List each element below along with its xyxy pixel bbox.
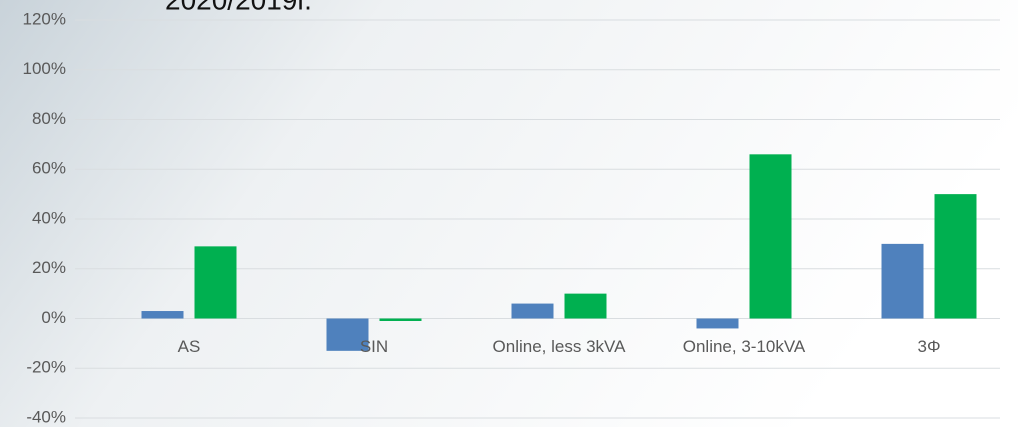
x-tick-label: 3Φ — [917, 337, 940, 356]
bar — [511, 303, 554, 319]
bar — [379, 318, 422, 321]
bar — [934, 194, 977, 319]
x-tick-label: SIN — [360, 337, 388, 356]
x-tick-label: AS — [178, 337, 201, 356]
y-tick-label: -20% — [26, 358, 66, 377]
y-tick-label: 120% — [23, 9, 66, 28]
y-tick-label: -40% — [26, 407, 66, 426]
x-tick-label: Online, 3-10kVA — [683, 337, 806, 356]
y-tick-label: 60% — [32, 159, 66, 178]
bar — [696, 318, 739, 329]
y-tick-label: 40% — [32, 208, 66, 227]
y-tick-label: 20% — [32, 258, 66, 277]
bar — [141, 311, 184, 319]
y-tick-label: 0% — [41, 308, 66, 327]
y-tick-label: 80% — [32, 109, 66, 128]
x-tick-label: Online, less 3kVA — [493, 337, 627, 356]
chart-title: 2020/2019г. — [165, 0, 312, 15]
y-tick-label: 100% — [23, 59, 66, 78]
bar — [881, 243, 924, 319]
bar — [564, 293, 607, 319]
bar — [194, 246, 237, 319]
bar — [749, 154, 792, 319]
bar — [326, 318, 369, 351]
